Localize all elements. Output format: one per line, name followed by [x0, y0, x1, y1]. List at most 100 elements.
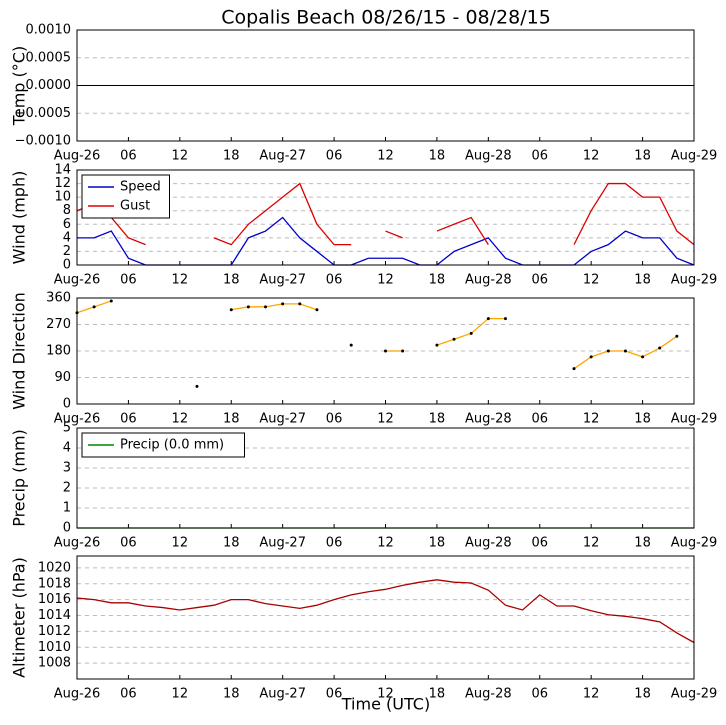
- x-tick-label: 12: [172, 536, 189, 551]
- x-tick-label: 12: [583, 536, 600, 551]
- x-tick-label: 06: [326, 412, 343, 427]
- marker: [109, 299, 113, 303]
- legend-label: Precip (0.0 mm): [120, 438, 224, 453]
- x-tick-label: 12: [583, 412, 600, 427]
- x-tick-label: Aug-26: [54, 412, 101, 427]
- marker: [401, 349, 405, 353]
- legend-label: Gust: [120, 199, 150, 214]
- marker: [92, 305, 96, 309]
- y-tick-label: 4: [63, 441, 71, 456]
- x-tick-label: 18: [634, 412, 651, 427]
- y-tick-label: 12: [54, 176, 71, 191]
- x-tick-label: Aug-29: [671, 149, 718, 164]
- series-line: [77, 216, 695, 266]
- y-tick-label: 1018: [38, 576, 71, 591]
- x-tick-label: 06: [120, 412, 137, 427]
- x-tick-label: 12: [377, 687, 394, 702]
- y-tick-label: 270: [46, 317, 71, 332]
- y-tick-label: 2: [63, 481, 71, 496]
- x-tick-label: Aug-26: [54, 149, 101, 164]
- y-tick-label: 8: [63, 203, 71, 218]
- y-tick-label: 14: [54, 163, 71, 178]
- marker: [229, 308, 233, 312]
- x-tick-label: 06: [531, 149, 548, 164]
- marker: [315, 308, 319, 312]
- y-tick-label: 1008: [38, 656, 71, 671]
- marker: [452, 337, 456, 341]
- x-tick-label: 12: [172, 273, 189, 288]
- marker: [195, 384, 199, 388]
- x-tick-label: 12: [377, 536, 394, 551]
- y-tick-label: 1020: [38, 560, 71, 575]
- x-tick-label: 06: [531, 536, 548, 551]
- plot-frame: [76, 555, 695, 680]
- y-tick-label: −0.0010: [15, 134, 71, 149]
- marker: [658, 346, 662, 350]
- y-axis-label: Wind Direction: [10, 292, 29, 410]
- x-tick-label: 12: [377, 273, 394, 288]
- x-tick-label: 18: [223, 412, 240, 427]
- x-tick-label: 18: [223, 149, 240, 164]
- y-tick-label: 5: [63, 421, 71, 436]
- y-tick-label: 1014: [38, 608, 71, 623]
- y-tick-label: 0.0005: [26, 50, 72, 65]
- marker: [281, 302, 285, 306]
- plot-frame: [76, 297, 695, 405]
- y-tick-label: 2: [63, 244, 71, 259]
- y-tick-label: 6: [63, 217, 71, 232]
- y-tick-label: 180: [46, 344, 71, 359]
- x-tick-label: 12: [583, 687, 600, 702]
- plot-frame: [76, 427, 695, 529]
- x-tick-label: 06: [120, 687, 137, 702]
- x-tick-label: Aug-29: [671, 687, 718, 702]
- x-tick-label: 18: [429, 687, 446, 702]
- x-tick-label: 18: [429, 412, 446, 427]
- x-tick-label: 12: [172, 149, 189, 164]
- y-tick-label: 0: [63, 521, 71, 536]
- x-tick-label: Aug-28: [465, 149, 512, 164]
- x-tick-label: 12: [172, 412, 189, 427]
- x-tick-label: 18: [223, 273, 240, 288]
- x-tick-label: Aug-27: [259, 687, 306, 702]
- x-tick-label: 06: [531, 273, 548, 288]
- y-axis-label: Temp (°C): [10, 46, 29, 126]
- y-tick-label: 0.0010: [26, 23, 72, 38]
- x-tick-label: Aug-28: [465, 536, 512, 551]
- y-axis-label: Altimeter (hPa): [10, 557, 29, 678]
- y-tick-label: 1016: [38, 592, 71, 607]
- x-tick-label: Aug-27: [259, 273, 306, 288]
- y-tick-label: 1010: [38, 640, 71, 655]
- x-tick-label: 18: [429, 536, 446, 551]
- x-tick-label: 18: [223, 536, 240, 551]
- y-tick-label: 1: [63, 501, 71, 516]
- y-tick-label: 1012: [38, 624, 71, 639]
- x-tick-label: 06: [120, 536, 137, 551]
- marker: [469, 331, 473, 335]
- x-tick-label: 18: [429, 149, 446, 164]
- x-tick-label: Aug-29: [671, 536, 718, 551]
- x-tick-label: Aug-29: [671, 273, 718, 288]
- marker: [349, 343, 353, 347]
- x-tick-label: Aug-27: [259, 412, 306, 427]
- y-tick-label: 10: [54, 190, 71, 205]
- marker: [606, 349, 610, 353]
- marker: [675, 334, 679, 338]
- x-tick-label: 18: [429, 273, 446, 288]
- marker: [435, 343, 439, 347]
- marker: [623, 349, 627, 353]
- y-tick-label: −0.0005: [15, 106, 71, 121]
- x-tick-label: 06: [326, 536, 343, 551]
- series-line: [76, 300, 678, 370]
- marker: [298, 302, 302, 306]
- chart-title: Copalis Beach 08/26/15 - 08/28/15: [221, 7, 551, 29]
- x-tick-label: 06: [531, 412, 548, 427]
- x-tick-label: 06: [326, 687, 343, 702]
- x-tick-label: Aug-28: [465, 273, 512, 288]
- x-tick-label: 12: [583, 273, 600, 288]
- y-tick-label: 360: [46, 291, 71, 306]
- x-tick-label: 12: [583, 149, 600, 164]
- x-tick-label: 12: [377, 412, 394, 427]
- y-tick-label: 4: [63, 230, 71, 245]
- legend-box: [81, 174, 170, 219]
